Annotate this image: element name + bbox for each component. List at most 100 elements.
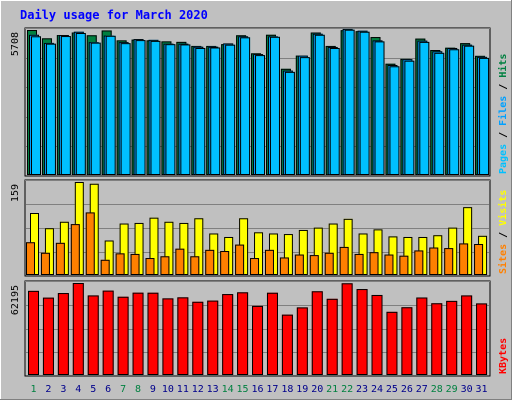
bar-sites-day-1-outline [26,242,35,276]
x-tick-label: 12 [192,384,204,395]
bar-pages-day-25 [389,66,400,175]
panel-hits-files-pages-series-axis-label: Pages / Files / Hits [497,54,509,174]
bar-pages-day-1-outline [31,36,41,176]
bar-sites-day-17-outline [264,249,274,276]
bar-pages-day-29 [449,49,460,175]
bar-sites-day-30 [459,243,469,275]
bar-kbytes-day-11-outline [177,297,189,376]
bar-visits-day-9 [149,217,159,275]
bar-sites-day-9-outline [145,258,155,276]
bar-sites-day-12-outline [190,256,200,276]
x-tick-label: 10 [162,384,174,395]
bar-sites-day-1 [26,242,35,275]
bar-kbytes-day-25 [386,311,398,375]
bar-kbytes-day-8-outline [132,292,144,375]
bar-pages-day-18 [284,71,295,175]
bar-sites-day-15-outline [235,244,245,275]
bar-pages-day-20 [314,34,325,175]
axis-label-hits: Hits [497,54,509,78]
x-tick-label: 17 [266,384,278,395]
bar-sites-day-6 [100,259,110,275]
x-tick-label: 1 [30,384,36,395]
bar-sites-day-5 [85,212,95,275]
bar-pages-day-4 [75,32,86,176]
bar-sites-day-2 [40,252,50,275]
bar-kbytes-day-18 [281,314,293,375]
bar-pages-day-26-outline [404,60,415,176]
bar-pages-day-3-outline [60,36,71,176]
x-tick-label: 6 [105,384,111,395]
bar-kbytes-day-13-outline [207,300,219,375]
x-tick-label: 26 [401,384,413,395]
bar-kbytes-day-6 [102,290,114,375]
bar-pages-day-17-outline [269,36,280,176]
bar-kbytes-day-19-outline [296,307,308,376]
bar-sites-day-27 [414,250,424,275]
axis-label-separator: / [498,226,509,244]
bar-kbytes-day-1-outline [28,290,39,375]
bar-sites-day-26-outline [399,255,409,276]
bar-sites-day-13-outline [205,249,215,276]
bar-visits-day-2 [44,228,54,275]
x-tick-label: 28 [431,384,443,395]
bar-pages-day-8-outline [135,40,146,176]
bar-kbytes-day-19 [296,307,308,375]
bar-pages-day-24-outline [374,41,385,175]
bar-sites-day-21 [324,252,334,275]
bar-pages-day-1 [31,36,41,176]
bar-pages-day-5 [90,42,101,175]
chart-title: Daily usage for March 2020 [20,8,208,22]
bar-visits-day-6 [104,240,114,275]
bar-sites-day-6-outline [100,259,110,275]
panel-visits-sites-y-max-label: 159 [10,184,21,202]
bar-kbytes-day-14-outline [222,294,234,375]
bar-sites-day-11 [175,248,185,275]
bar-pages-day-28 [434,52,445,175]
panel-kbytes-series-axis-label: KBytes [498,338,509,374]
bar-kbytes-day-9 [147,292,159,375]
bar-sites-day-30-outline [459,243,469,276]
bar-pages-day-8 [135,40,146,176]
x-tick-label: 31 [476,384,488,395]
bar-pages-day-6 [105,35,116,175]
bar-sites-day-10 [160,256,170,275]
bar-sites-day-15 [235,244,245,275]
bar-sites-day-7-outline [115,253,125,275]
bar-kbytes-day-7 [117,296,129,375]
bar-pages-day-23-outline [359,31,370,175]
axis-label-separator: / [498,78,509,96]
bar-kbytes-day-26 [401,307,413,375]
bar-kbytes-day-30-outline [461,295,473,375]
x-tick-label: 21 [326,384,338,395]
x-tick-label: 13 [207,384,219,395]
bar-sites-day-25 [384,254,394,275]
bar-pages-day-27 [419,41,430,175]
x-tick-label: 29 [446,384,458,395]
axis-label-files: Files [497,96,509,126]
bar-sites-day-18-outline [279,257,289,275]
bar-kbytes-day-27-outline [416,297,428,376]
bar-kbytes-day-22 [341,283,353,375]
bar-kbytes-day-3 [57,293,69,375]
bar-kbytes-day-12-outline [192,301,204,376]
bar-pages-day-24 [374,41,385,175]
bar-sites-day-26 [399,255,409,275]
bar-pages-day-14-outline [225,44,236,175]
bar-pages-day-23 [359,31,370,175]
x-tick-label: 30 [461,384,473,395]
bar-pages-day-10-outline [165,44,176,176]
bar-pages-day-31 [479,57,490,175]
bar-kbytes-day-21-outline [326,298,338,376]
bar-sites-day-31 [474,244,484,275]
bar-pages-day-25-outline [389,66,400,175]
bar-pages-day-22 [344,29,355,176]
bar-kbytes-day-2 [42,297,54,375]
bar-pages-day-18-outline [284,71,295,175]
bar-kbytes-day-13 [207,300,219,375]
bar-pages-day-7-outline [120,43,131,176]
x-tick-label: 20 [311,384,323,395]
bar-pages-day-11 [180,44,191,176]
bar-sites-day-23 [354,253,364,275]
